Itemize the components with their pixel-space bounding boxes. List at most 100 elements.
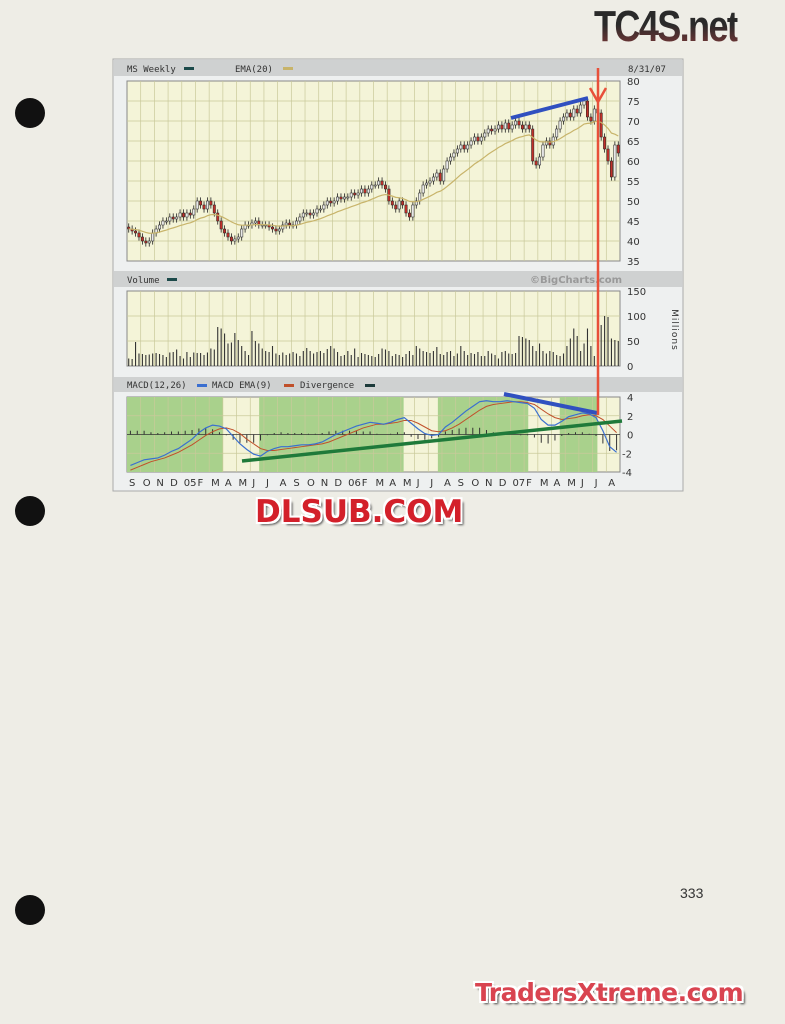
candle-body <box>500 124 504 130</box>
binder-hole-middle <box>15 496 45 526</box>
candle-body <box>579 104 583 114</box>
volume-legend-swatch <box>167 278 177 281</box>
x-tick-label: A <box>389 478 396 489</box>
candle-body <box>353 192 357 196</box>
macd-line <box>130 400 617 466</box>
volume-header-bar <box>114 271 682 287</box>
x-tick-label: D <box>499 478 507 489</box>
candle-body <box>212 204 216 214</box>
candle-body <box>589 116 593 122</box>
candle-body <box>497 124 500 130</box>
candle-body <box>305 212 309 215</box>
candle-body <box>517 120 521 126</box>
candle-body <box>318 208 322 211</box>
candle-body <box>562 116 565 122</box>
candle-body <box>137 232 141 238</box>
tc4s-logo: TC4S.net <box>594 2 739 51</box>
x-tick-label: N <box>156 478 163 489</box>
x-tick-label: M <box>211 478 220 489</box>
candle-body <box>185 212 189 218</box>
macd-tick-label: 0 <box>627 431 633 442</box>
candle-body <box>274 228 278 232</box>
candle-body <box>541 144 545 158</box>
candle-body <box>370 184 374 190</box>
page-number: 333 <box>680 885 704 901</box>
candle-body <box>425 182 429 186</box>
candle-body <box>195 200 199 210</box>
candle-body <box>438 172 442 182</box>
candle-body <box>397 200 401 210</box>
candle-body <box>534 160 538 166</box>
candle-body <box>401 200 405 206</box>
candle-body <box>613 144 617 178</box>
candle-body <box>394 204 398 210</box>
candle-body <box>151 232 155 242</box>
price-tick-label: 45 <box>627 217 640 228</box>
x-tick-label: M <box>376 478 385 489</box>
macd-tick-label: -2 <box>622 449 632 460</box>
candle-body <box>616 144 620 154</box>
candle-body <box>158 224 161 230</box>
candle-body <box>606 148 610 162</box>
candle-body <box>144 240 148 244</box>
tradersxtreme-logo: TradersXtreme.com <box>475 978 744 1007</box>
candle-body <box>380 180 384 186</box>
candle-body <box>349 192 353 198</box>
dlsub-logo: DLSUB.COM <box>255 494 464 530</box>
candle-body <box>188 212 192 216</box>
x-tick-label: A <box>554 478 561 489</box>
candle-body <box>178 212 182 218</box>
x-tick-label: S <box>458 478 464 489</box>
candle-body <box>531 128 535 162</box>
candle-body <box>192 208 196 216</box>
candle-body <box>473 136 476 142</box>
candle-body <box>308 212 312 216</box>
macd-downtrend-line <box>503 392 598 415</box>
candle-body <box>277 228 281 232</box>
candle-body <box>140 236 144 242</box>
x-tick-label: F <box>362 478 368 489</box>
candle-body <box>565 112 569 118</box>
candle-body <box>524 124 528 130</box>
binder-hole-top <box>15 98 45 128</box>
candle-body <box>298 216 302 222</box>
candle-body <box>216 212 220 222</box>
macd-header-bar <box>114 377 682 392</box>
signal-label: MACD EMA(9) <box>212 381 272 391</box>
down-arrow-icon <box>588 87 608 105</box>
x-tick-label: J <box>580 478 584 489</box>
x-tick-label: N <box>485 478 492 489</box>
candle-body <box>322 204 326 210</box>
x-tick-label: O <box>143 478 151 489</box>
x-tick-label: S <box>129 478 135 489</box>
candle-body <box>236 236 240 240</box>
candle-body <box>575 108 579 114</box>
signal-legend-swatch <box>284 384 294 387</box>
price-tick-label: 35 <box>627 257 640 268</box>
candle-body <box>558 120 562 130</box>
candle-body <box>449 156 452 162</box>
x-tick-label: M <box>540 478 549 489</box>
x-tick-label: A <box>225 478 232 489</box>
macd-tick-label: 4 <box>627 393 633 404</box>
series-label: MS Weekly <box>127 65 176 75</box>
candle-body <box>507 122 511 130</box>
candle-body <box>486 128 490 134</box>
price-tick-label: 40 <box>627 237 640 248</box>
macd-tick-label: -4 <box>622 468 632 479</box>
candle-body <box>199 200 203 206</box>
ema-label: EMA(20) <box>235 65 273 75</box>
candle-body <box>363 188 367 194</box>
candle-body <box>582 100 586 106</box>
price-tick-label: 70 <box>627 117 640 128</box>
candle-body <box>514 120 518 126</box>
candle-body <box>503 122 507 130</box>
candle-body <box>233 238 237 242</box>
candle-body <box>428 180 432 184</box>
volume-tick-label: 150 <box>627 287 646 298</box>
volume-tick-label: 0 <box>627 362 633 373</box>
x-tick-label: D <box>170 478 178 489</box>
candle-body <box>483 132 487 138</box>
candle-body <box>240 228 244 238</box>
